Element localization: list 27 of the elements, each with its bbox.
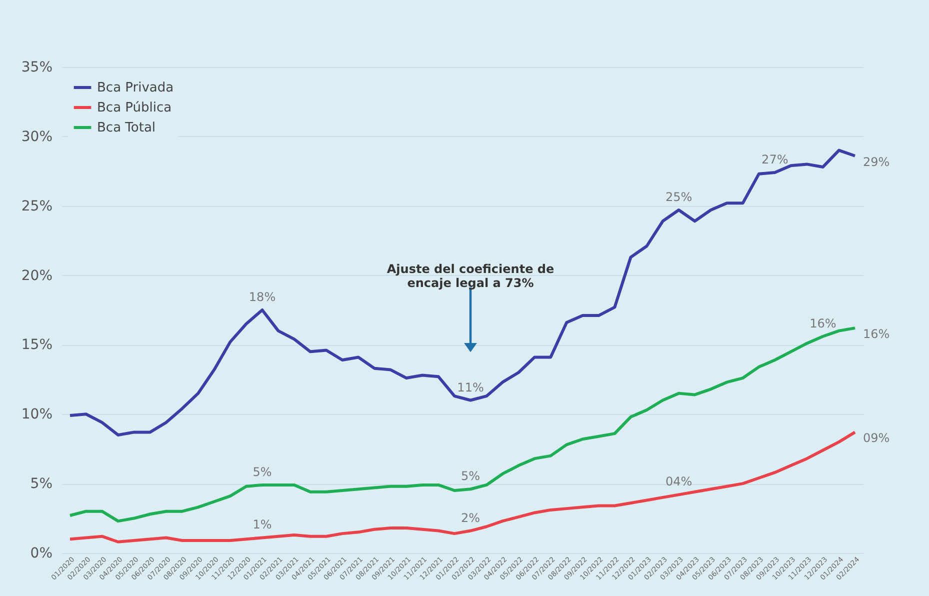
data-label: 04% — [665, 474, 692, 489]
data-label: 2% — [460, 510, 480, 525]
line-series — [68, 430, 856, 544]
y-tick-label: 0% — [30, 546, 52, 562]
data-label: 27% — [762, 152, 788, 167]
data-label: 25% — [665, 190, 692, 204]
data-label: 5% — [460, 469, 480, 484]
data-label: 18% — [248, 290, 276, 304]
y-tick-label: 15% — [21, 337, 52, 354]
y-tick-label: 10% — [21, 406, 52, 423]
y-tick-label: 5% — [30, 476, 52, 492]
legend-label: Bca Total — [97, 120, 156, 136]
data-label: 16% — [862, 327, 890, 342]
data-label: 1% — [252, 518, 272, 532]
annotation: Ajuste del coeficiente de encaje legal a 73% — [386, 262, 554, 290]
data-label: 09% — [862, 431, 890, 446]
data-label: 5% — [252, 464, 272, 479]
data-label: 11% — [457, 380, 484, 394]
data-label: 16% — [810, 316, 836, 330]
y-tick-label: 25% — [21, 198, 52, 214]
legend-label: Bca Pública — [97, 100, 172, 116]
data-label: 29% — [862, 154, 890, 169]
y-tick-label: 20% — [21, 268, 52, 284]
legend-label: Bca Privada — [97, 80, 174, 96]
line-series — [68, 148, 856, 436]
y-tick-label: 30% — [21, 128, 52, 145]
y-tick-label: 35% — [21, 60, 52, 76]
